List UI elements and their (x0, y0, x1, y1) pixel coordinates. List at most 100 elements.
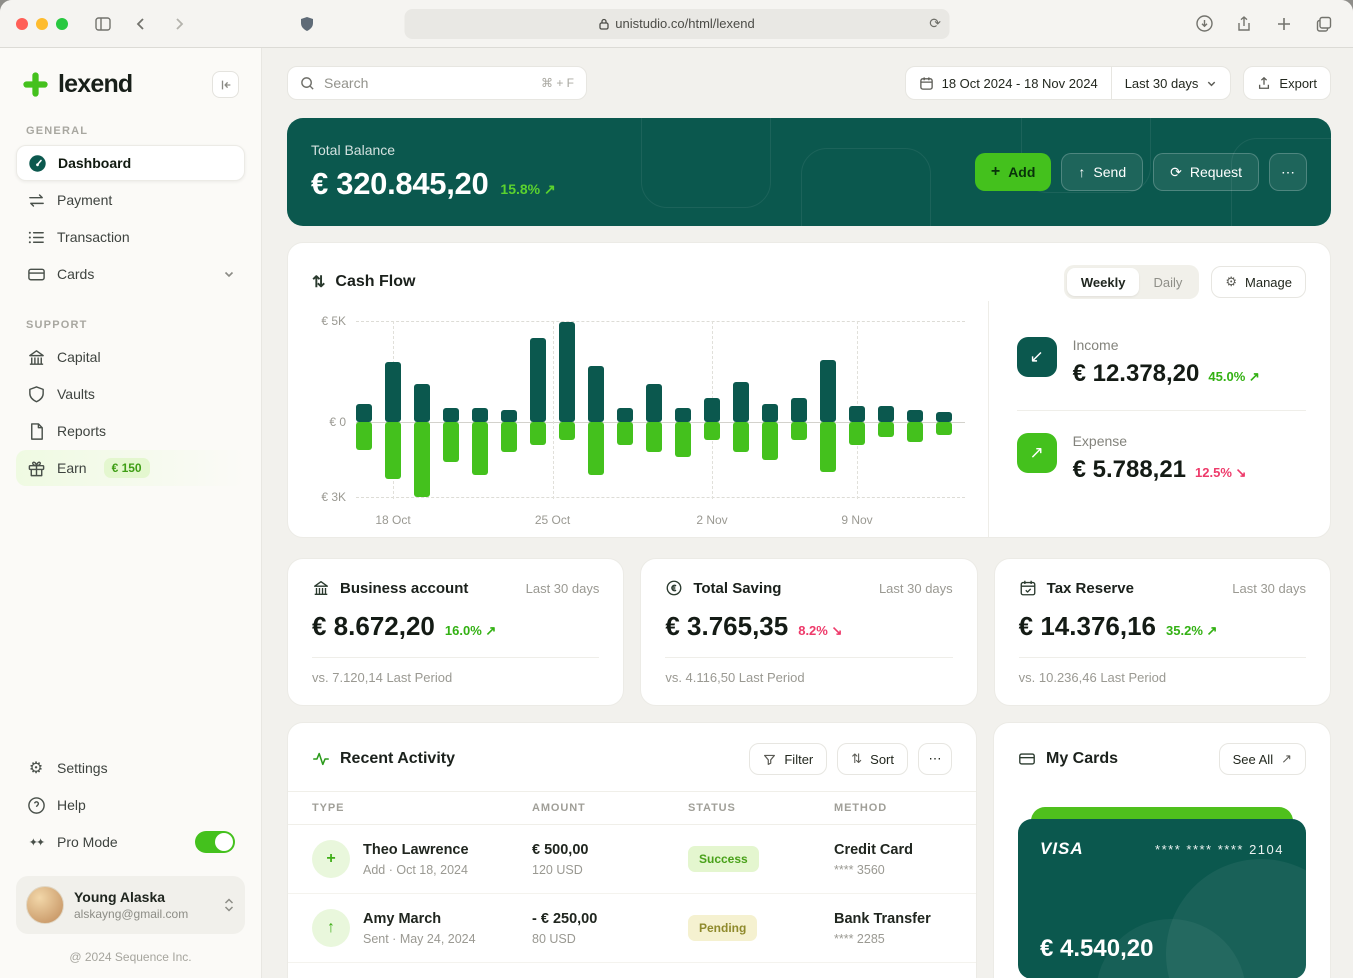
back-icon[interactable] (128, 11, 154, 37)
trend-down-icon: ↘ (1235, 465, 1247, 480)
search-box[interactable]: ⌘ + F (287, 66, 587, 100)
sidebar-item-vaults[interactable]: Vaults (16, 376, 245, 412)
transaction-method-alt: **** 2285 (834, 931, 885, 946)
user-email: alskayng@gmail.com (74, 907, 189, 921)
column-type: TYPE (288, 791, 532, 825)
chart-expense-bar (791, 422, 807, 440)
status-badge: Pending (688, 915, 758, 941)
period-value: Last 30 days (1124, 75, 1199, 91)
send-button[interactable]: ↑ Send (1061, 153, 1144, 191)
cashflow-chart: € 5K € 0 € 3K 18 Oct 25 Oct 2 Nov 9 Nov (288, 301, 988, 537)
chart-x-tick-label: 2 Nov (696, 513, 728, 527)
total-balance-card: Total Balance € 320.845,20 15.8% ↗ + Add (287, 118, 1331, 226)
sidebar-item-payment[interactable]: Payment (16, 182, 245, 218)
downloads-icon[interactable] (1191, 11, 1217, 37)
sidebar-item-cards[interactable]: Cards (16, 256, 245, 292)
sidebar-item-pro-mode[interactable]: ✦✦ Pro Mode (16, 824, 245, 860)
pro-mode-toggle[interactable] (195, 831, 235, 853)
chart-expense-bar (675, 422, 691, 457)
sidebar-item-capital[interactable]: Capital (16, 339, 245, 375)
export-label: Export (1279, 75, 1317, 91)
period-select[interactable]: Last 30 days (1110, 66, 1232, 100)
filter-button[interactable]: Filter (749, 743, 828, 775)
sidebar-item-settings[interactable]: ⚙ Settings (16, 750, 245, 786)
transaction-method: Bank Transfer (834, 910, 931, 927)
sort-button[interactable]: ⇅ Sort (837, 743, 908, 775)
request-button[interactable]: ⟳ Request (1153, 153, 1259, 191)
recent-activity-card: Recent Activity Filter ⇅ Sor (287, 722, 977, 978)
app: lexend GENERAL Dashboard Payment (0, 48, 1353, 978)
sidebar-item-transaction[interactable]: Transaction (16, 219, 245, 255)
activity-pulse-icon (312, 750, 330, 768)
send-label: Send (1093, 164, 1127, 180)
sidebar-item-label: Earn (57, 460, 87, 476)
main-content: ⌘ + F 18 Oct 2024 - 18 Nov 2024 Last 30 … (262, 48, 1353, 978)
table-row[interactable]: + Theo Lawrence Add · Oct 18, 2024 € 500… (288, 824, 976, 894)
tab-overview-icon[interactable] (1311, 11, 1337, 37)
forward-icon[interactable] (166, 11, 192, 37)
transaction-method: Credit Card (834, 841, 913, 858)
trend-down-icon: ↘ (831, 623, 843, 638)
stat-period: Last 30 days (525, 580, 600, 596)
table-row[interactable]: ↑ Amy March Sent · May 24, 2024 - € 250,… (288, 893, 976, 963)
transaction-details: Add · Oct 18, 2024 (363, 862, 468, 877)
shield-icon[interactable] (294, 11, 320, 37)
stat-title: Tax Reserve (1046, 579, 1134, 597)
topbar-actions: 18 Oct 2024 - 18 Nov 2024 Last 30 days (904, 66, 1331, 100)
savings-icon (665, 579, 683, 597)
search-icon (300, 76, 315, 91)
sidebar-item-help[interactable]: Help (16, 787, 245, 823)
chart-expense-bar (443, 422, 459, 462)
sidebar-item-reports[interactable]: Reports (16, 413, 245, 449)
date-controls: 18 Oct 2024 - 18 Nov 2024 Last 30 days (904, 66, 1232, 100)
add-label: Add (1008, 164, 1036, 180)
transaction-method-alt: **** 3560 (834, 862, 885, 877)
card-stack[interactable]: VISA **** **** **** 2104 € 4.540,20 (1018, 807, 1306, 978)
activity-table: TYPE AMOUNT STATUS METHOD + (288, 791, 976, 963)
sidebar-item-dashboard[interactable]: Dashboard (16, 145, 245, 181)
transaction-details: Sent · May 24, 2024 (363, 931, 476, 946)
export-button[interactable]: Export (1243, 66, 1331, 100)
reload-icon[interactable]: ⟳ (929, 15, 941, 31)
y-tick-label: € 3K (321, 490, 346, 504)
earn-badge: € 150 (103, 458, 150, 478)
column-amount: AMOUNT (532, 791, 688, 825)
chart-income-bar (675, 408, 691, 422)
status-badge: Success (688, 846, 759, 872)
url-bar[interactable]: unistudio.co/html/lexend ⟳ (404, 8, 949, 39)
visa-logo: VISA (1040, 839, 1084, 858)
add-transaction-icon: + (312, 840, 350, 878)
my-cards-title: My Cards (1046, 750, 1119, 767)
chart-income-bar (472, 408, 488, 422)
chart-income-bar (907, 410, 923, 422)
user-card[interactable]: Young Alaska alskayng@gmail.com (16, 876, 245, 934)
balance-actions: + Add ↑ Send ⟳ Request ⋯ (974, 153, 1307, 191)
tab-daily[interactable]: Daily (1153, 274, 1183, 290)
see-all-button[interactable]: See All ↗ (1218, 743, 1306, 775)
search-input[interactable] (324, 75, 532, 91)
chart-income-bar (820, 360, 836, 422)
minimize-window-button[interactable] (36, 17, 48, 30)
chart-income-bar (936, 412, 952, 422)
sidebar-collapse-button[interactable] (212, 71, 239, 98)
zoom-window-button[interactable] (56, 17, 68, 30)
tax-reserve-card: Tax Reserve Last 30 days € 14.376,16 35.… (993, 558, 1331, 706)
sidebar-item-earn[interactable]: Earn € 150 (16, 450, 245, 486)
close-window-button[interactable] (16, 17, 28, 30)
add-button[interactable]: + Add (974, 153, 1052, 191)
card-number: **** **** **** 2104 (1155, 841, 1284, 857)
sidebar-bottom: ⚙ Settings Help ✦✦ Pro Mode (16, 750, 245, 964)
browser-sidebar-icon[interactable] (90, 11, 116, 37)
stat-amount: € 8.672,20 (312, 611, 435, 641)
new-tab-icon[interactable] (1271, 11, 1297, 37)
browser-chrome: unistudio.co/html/lexend ⟳ (0, 0, 1353, 48)
chart-expense-bar (820, 422, 836, 472)
stat-comparison: vs. 10.236,46 Last Period (1018, 657, 1306, 685)
date-range-picker[interactable]: 18 Oct 2024 - 18 Nov 2024 (904, 66, 1112, 100)
activity-more-button[interactable]: ⋯ (918, 743, 952, 775)
tab-weekly[interactable]: Weekly (1066, 268, 1140, 296)
cashflow-swap-icon: ⇅ (312, 274, 326, 291)
more-button[interactable]: ⋯ (1269, 153, 1307, 191)
share-icon[interactable] (1231, 11, 1257, 37)
manage-button[interactable]: ⚙ Manage (1211, 266, 1306, 298)
